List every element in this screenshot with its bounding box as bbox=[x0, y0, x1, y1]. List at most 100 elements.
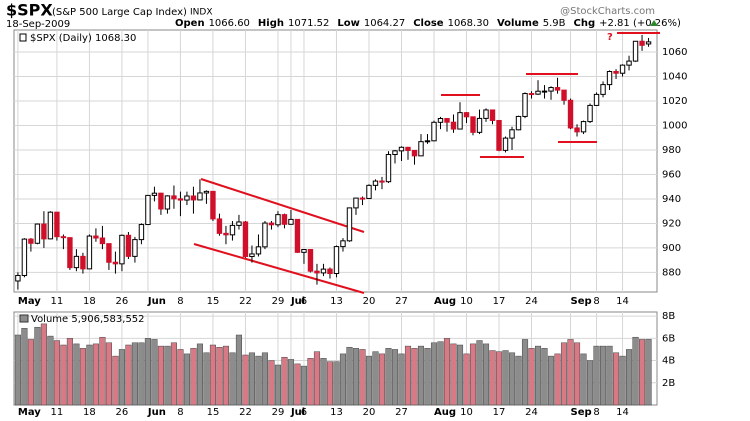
volume-bar bbox=[209, 344, 216, 406]
volume-bar bbox=[222, 345, 229, 406]
candle-body bbox=[359, 197, 366, 200]
volume-bar bbox=[443, 338, 451, 406]
stat-value: +2.81 (+0.26%) bbox=[599, 18, 681, 29]
x-tick-label: 8 bbox=[593, 296, 599, 307]
candle-body bbox=[275, 214, 281, 226]
candle-body bbox=[86, 235, 93, 270]
x-tick-label: 6 bbox=[301, 407, 307, 418]
volume-bar bbox=[476, 340, 483, 406]
candle-body bbox=[54, 211, 60, 238]
candle-body bbox=[294, 218, 301, 253]
y-tick-label: 8B bbox=[662, 311, 675, 322]
x-tick-label: 15 bbox=[207, 296, 220, 307]
volume-bar bbox=[359, 349, 366, 406]
volume-bar bbox=[14, 334, 21, 406]
candle-body bbox=[509, 129, 515, 139]
volume-bar bbox=[131, 342, 138, 406]
candle-body bbox=[125, 234, 132, 257]
volume-bar bbox=[34, 326, 41, 406]
x-tick-label: 20 bbox=[363, 296, 376, 307]
y-tick-label: 960 bbox=[662, 169, 681, 180]
x-tick-label: 26 bbox=[116, 296, 129, 307]
candle-body bbox=[431, 121, 437, 142]
volume-bar bbox=[21, 328, 28, 406]
candle-body bbox=[424, 140, 431, 143]
y-tick-label: 900 bbox=[662, 243, 681, 254]
candle-body bbox=[171, 195, 177, 200]
candle-body bbox=[502, 137, 509, 151]
volume-bar bbox=[203, 352, 210, 406]
x-tick-label: Sep bbox=[571, 407, 592, 418]
candle-body bbox=[210, 190, 216, 220]
volume-bar bbox=[502, 350, 509, 406]
volume-bar bbox=[645, 339, 652, 406]
candle-body bbox=[444, 118, 450, 123]
x-tick-label: Jul bbox=[290, 296, 305, 307]
volume-bar bbox=[625, 349, 633, 406]
x-tick-label: 13 bbox=[330, 296, 343, 307]
candle-body bbox=[593, 93, 600, 106]
x-tick-label: 14 bbox=[616, 407, 629, 418]
candle-body bbox=[177, 198, 184, 201]
candle-body bbox=[223, 232, 229, 236]
volume-bar bbox=[352, 348, 360, 406]
volume-bar bbox=[242, 354, 249, 406]
legend: Volume 5,906,583,552 bbox=[31, 314, 145, 325]
legend-swatch bbox=[19, 33, 27, 42]
candle-body bbox=[600, 84, 606, 95]
candle-body bbox=[236, 221, 242, 226]
volume-bar bbox=[261, 352, 269, 406]
x-tick-label: 17 bbox=[493, 296, 506, 307]
candle-body bbox=[301, 249, 307, 253]
x-tick-label: 29 bbox=[272, 407, 285, 418]
candle-body bbox=[366, 184, 372, 199]
candle-body bbox=[203, 190, 210, 194]
y-tick-label: 2B bbox=[662, 378, 675, 389]
volume-bar bbox=[515, 355, 522, 406]
trendline bbox=[193, 243, 365, 294]
volume-bar bbox=[378, 353, 386, 406]
volume-bar bbox=[287, 359, 295, 406]
volume-bar bbox=[495, 351, 503, 406]
candle-body bbox=[619, 64, 626, 74]
trendlines bbox=[193, 32, 660, 294]
candle-body bbox=[255, 246, 262, 255]
volume-bar bbox=[398, 353, 405, 406]
volume-bar bbox=[79, 348, 86, 406]
y-tick-label: 920 bbox=[662, 218, 681, 229]
volume-bar bbox=[593, 345, 600, 406]
candle-body bbox=[28, 238, 34, 244]
stat-value: 1064.27 bbox=[364, 18, 405, 29]
volume-bar bbox=[372, 351, 379, 406]
exchange: INDX bbox=[190, 8, 212, 18]
candle-body bbox=[626, 60, 632, 66]
candle-body bbox=[333, 246, 340, 275]
candle-body bbox=[229, 224, 236, 236]
candle-body bbox=[392, 150, 398, 156]
stat-value: 1071.52 bbox=[288, 18, 329, 29]
x-tick-label: 18 bbox=[83, 407, 96, 418]
volume-bar bbox=[586, 360, 594, 406]
stat-label: Open bbox=[175, 18, 205, 29]
volume-bar bbox=[300, 365, 308, 406]
stat-value: 1066.60 bbox=[209, 18, 250, 29]
candle-body bbox=[450, 121, 457, 130]
candle-body bbox=[112, 261, 119, 265]
y-tick-label: 6B bbox=[662, 333, 675, 344]
candle-body bbox=[554, 87, 561, 91]
volume-bar bbox=[580, 353, 587, 406]
x-tick-label: 6 bbox=[301, 296, 307, 307]
volume-bar bbox=[92, 343, 99, 406]
candle-body bbox=[281, 214, 288, 225]
volume-bar bbox=[294, 363, 301, 406]
candle-body bbox=[372, 180, 379, 186]
volume-bar bbox=[255, 355, 262, 406]
candle-body bbox=[580, 121, 587, 133]
volume-bar bbox=[190, 348, 197, 406]
volume-bar bbox=[86, 344, 93, 406]
volume-bar bbox=[385, 348, 392, 406]
x-tick-label: 20 bbox=[363, 407, 376, 418]
volume-bar bbox=[463, 353, 470, 406]
volume-bar bbox=[638, 339, 646, 406]
candle-body bbox=[190, 195, 197, 201]
